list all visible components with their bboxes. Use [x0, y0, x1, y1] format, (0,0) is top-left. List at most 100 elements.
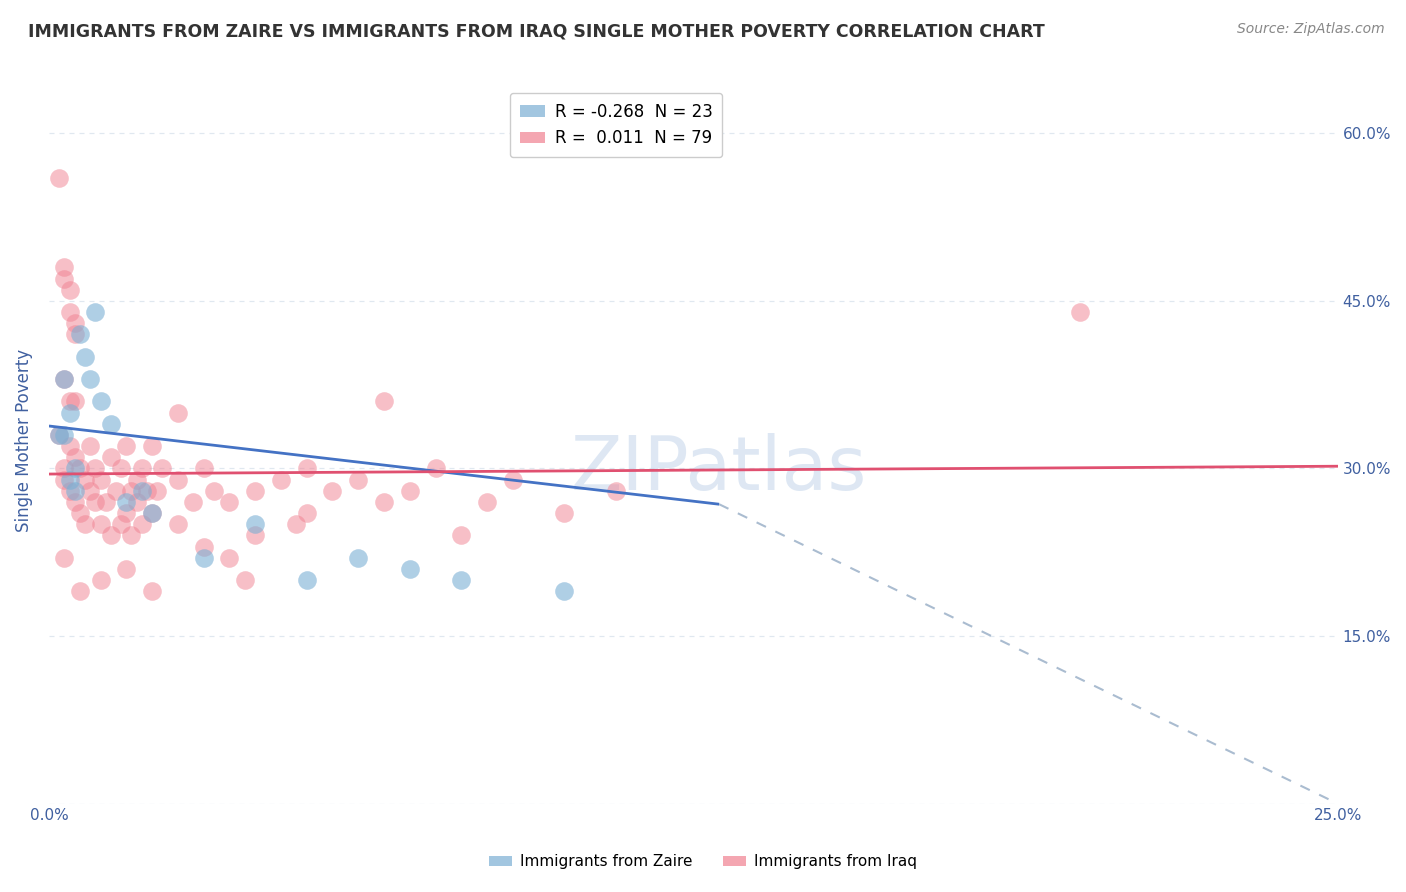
Point	[73, 473, 96, 487]
Point	[141, 506, 163, 520]
Point	[94, 495, 117, 509]
Point	[125, 495, 148, 509]
Point	[141, 584, 163, 599]
Point	[79, 372, 101, 386]
Point	[193, 540, 215, 554]
Point	[84, 305, 107, 319]
Point	[63, 461, 86, 475]
Text: Source: ZipAtlas.com: Source: ZipAtlas.com	[1237, 22, 1385, 37]
Point	[193, 550, 215, 565]
Point	[110, 461, 132, 475]
Point	[166, 517, 188, 532]
Point	[48, 428, 70, 442]
Point	[131, 461, 153, 475]
Point	[53, 473, 76, 487]
Point	[69, 327, 91, 342]
Point	[48, 428, 70, 442]
Point	[553, 584, 575, 599]
Point	[202, 483, 225, 498]
Point	[53, 372, 76, 386]
Text: IMMIGRANTS FROM ZAIRE VS IMMIGRANTS FROM IRAQ SINGLE MOTHER POVERTY CORRELATION : IMMIGRANTS FROM ZAIRE VS IMMIGRANTS FROM…	[28, 22, 1045, 40]
Point	[58, 439, 80, 453]
Point	[79, 483, 101, 498]
Point	[89, 573, 111, 587]
Point	[605, 483, 627, 498]
Point	[53, 271, 76, 285]
Point	[73, 517, 96, 532]
Point	[218, 550, 240, 565]
Point	[84, 495, 107, 509]
Point	[233, 573, 256, 587]
Point	[110, 517, 132, 532]
Point	[84, 461, 107, 475]
Point	[58, 283, 80, 297]
Point	[63, 495, 86, 509]
Point	[58, 305, 80, 319]
Point	[181, 495, 204, 509]
Point	[125, 473, 148, 487]
Point	[131, 483, 153, 498]
Point	[193, 461, 215, 475]
Point	[58, 483, 80, 498]
Point	[53, 550, 76, 565]
Point	[475, 495, 498, 509]
Text: ZIPatlas: ZIPatlas	[571, 434, 868, 506]
Point	[73, 350, 96, 364]
Point	[104, 483, 127, 498]
Point	[63, 316, 86, 330]
Legend: R = -0.268  N = 23, R =  0.011  N = 79: R = -0.268 N = 23, R = 0.011 N = 79	[509, 93, 723, 157]
Point	[53, 372, 76, 386]
Point	[150, 461, 173, 475]
Point	[63, 450, 86, 465]
Point	[63, 327, 86, 342]
Point	[166, 406, 188, 420]
Point	[115, 495, 138, 509]
Point	[398, 483, 420, 498]
Point	[295, 461, 318, 475]
Point	[115, 562, 138, 576]
Point	[53, 461, 76, 475]
Point	[69, 506, 91, 520]
Point	[243, 528, 266, 542]
Point	[1069, 305, 1091, 319]
Point	[295, 506, 318, 520]
Point	[58, 406, 80, 420]
Point	[321, 483, 343, 498]
Point	[502, 473, 524, 487]
Point	[450, 573, 472, 587]
Point	[63, 394, 86, 409]
Point	[53, 428, 76, 442]
Point	[69, 584, 91, 599]
Point	[63, 483, 86, 498]
Point	[89, 473, 111, 487]
Point	[89, 517, 111, 532]
Point	[100, 528, 122, 542]
Point	[58, 394, 80, 409]
Legend: Immigrants from Zaire, Immigrants from Iraq: Immigrants from Zaire, Immigrants from I…	[484, 848, 922, 875]
Point	[115, 439, 138, 453]
Point	[48, 171, 70, 186]
Point	[115, 506, 138, 520]
Point	[243, 517, 266, 532]
Point	[135, 483, 157, 498]
Point	[218, 495, 240, 509]
Point	[120, 483, 142, 498]
Point	[373, 495, 395, 509]
Point	[131, 517, 153, 532]
Point	[243, 483, 266, 498]
Point	[141, 439, 163, 453]
Point	[425, 461, 447, 475]
Point	[141, 506, 163, 520]
Point	[69, 461, 91, 475]
Point	[553, 506, 575, 520]
Y-axis label: Single Mother Poverty: Single Mother Poverty	[15, 349, 32, 533]
Point	[58, 473, 80, 487]
Point	[295, 573, 318, 587]
Point	[89, 394, 111, 409]
Point	[100, 417, 122, 431]
Point	[79, 439, 101, 453]
Point	[398, 562, 420, 576]
Point	[373, 394, 395, 409]
Point	[146, 483, 169, 498]
Point	[285, 517, 308, 532]
